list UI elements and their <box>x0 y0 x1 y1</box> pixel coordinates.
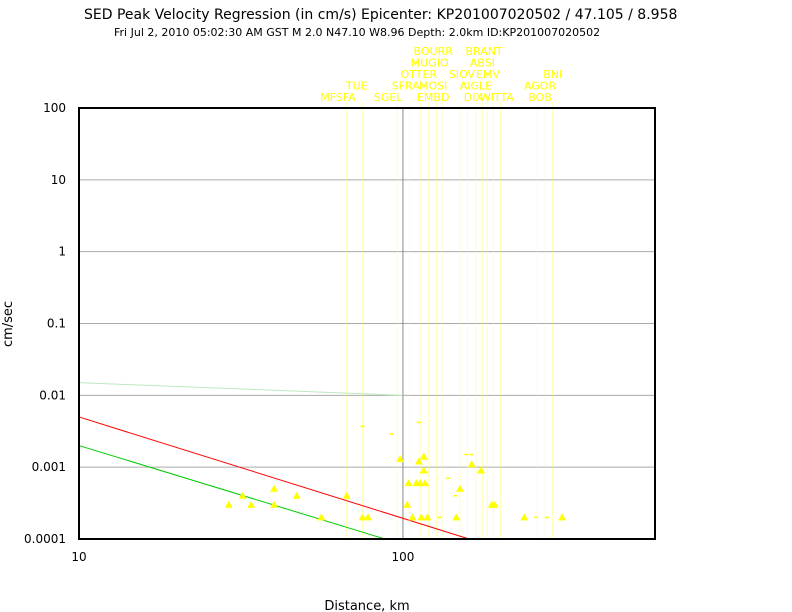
station-label: ABSI <box>470 57 495 70</box>
y-tick-label: 100 <box>43 101 66 115</box>
data-point <box>414 457 423 465</box>
data-point <box>452 513 461 521</box>
station-label: SGEL <box>374 91 403 104</box>
station-label: EMBD <box>417 91 449 104</box>
station-label: OTTER <box>401 68 438 81</box>
y-tick-label: 0.01 <box>39 388 66 402</box>
station-label: BOURR <box>414 45 454 58</box>
data-point <box>520 513 529 521</box>
x-axis-label: Distance, km <box>324 599 409 612</box>
grid-lines <box>79 107 655 540</box>
data-point <box>292 491 301 499</box>
station-label: EMV <box>476 68 500 81</box>
data-point <box>224 500 233 508</box>
y-tick-label: 10 <box>51 173 66 187</box>
plot-frame <box>78 107 656 540</box>
y-axis-label: cm/sec <box>1 301 16 347</box>
chart-subtitle: Fri Jul 2, 2010 05:02:30 AM GST M 2.0 N4… <box>114 26 600 39</box>
data-point <box>270 500 279 508</box>
data-point <box>558 513 567 521</box>
data-point <box>363 513 372 521</box>
data-point <box>238 491 247 499</box>
x-tick-label: 10 <box>71 550 86 564</box>
x-tick-label: 100 <box>391 550 414 564</box>
data-point <box>270 484 279 492</box>
chart-title: SED Peak Velocity Regression (in cm/s) E… <box>84 7 677 23</box>
data-point <box>467 460 476 468</box>
data-point <box>476 466 485 474</box>
station-label: AIGLE <box>460 80 492 93</box>
station-label: BNI <box>543 68 562 81</box>
data-point <box>317 513 326 521</box>
data-point <box>419 466 428 474</box>
data-point <box>419 452 428 460</box>
regression-line <box>78 445 386 540</box>
station-label: WITTA <box>480 91 515 104</box>
data-point <box>408 513 417 521</box>
data-point <box>490 500 499 508</box>
station-label: MOSI <box>419 80 447 93</box>
station-label: TUE <box>345 80 368 93</box>
data-point <box>455 484 464 492</box>
station-label: BRANT <box>465 45 502 58</box>
tick-labels: 100 10 1 0.1 0.01 0.001 0.0001 10 100 <box>24 101 414 564</box>
station-guide-lines <box>346 102 554 539</box>
y-tick-label: 0.001 <box>32 460 66 474</box>
data-point <box>403 500 412 508</box>
data-point <box>417 513 426 521</box>
station-label: SFRA <box>392 80 421 93</box>
regression-line <box>78 416 470 540</box>
data-points <box>224 452 567 521</box>
y-tick-label: 0.0001 <box>24 532 66 546</box>
data-point <box>421 479 430 487</box>
y-tick-label: 1 <box>58 245 66 259</box>
data-point <box>342 491 351 499</box>
y-tick-label: 0.1 <box>47 317 66 331</box>
data-point <box>247 500 256 508</box>
plot-border <box>78 107 656 540</box>
data-point <box>396 454 405 462</box>
station-label: MFSFA <box>320 91 356 104</box>
station-label: AGOR <box>524 80 557 93</box>
regression-lines <box>78 382 470 540</box>
regression-line <box>78 382 403 396</box>
station-label: BOB <box>528 91 552 104</box>
station-label: DIX <box>464 91 484 104</box>
data-point <box>358 513 367 521</box>
station-label: MUGIO <box>411 57 449 70</box>
station-label: SIOV <box>449 68 476 81</box>
data-point <box>423 513 432 521</box>
data-point <box>404 479 413 487</box>
